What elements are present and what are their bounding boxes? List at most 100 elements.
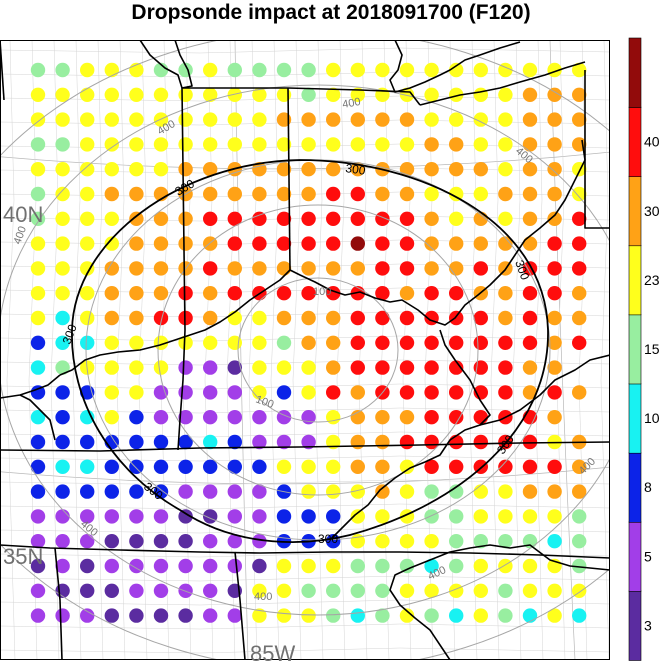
impact-dot — [129, 360, 144, 375]
impact-dot — [276, 360, 292, 375]
impact-dot — [30, 509, 46, 524]
impact-dot — [153, 385, 169, 400]
impact-dot — [30, 286, 46, 301]
impact-dot — [547, 484, 562, 499]
impact-dot — [572, 335, 587, 350]
impact-dot — [153, 211, 169, 226]
impact-dot — [227, 236, 242, 251]
impact-dot — [252, 137, 267, 152]
impact-dot — [178, 236, 193, 251]
impact-dot — [55, 62, 70, 78]
impact-dot — [80, 534, 95, 549]
impact-dot — [424, 162, 439, 177]
impact-dot — [375, 286, 390, 301]
impact-dot — [227, 137, 242, 152]
impact-dot — [80, 186, 95, 202]
impact-dot — [326, 87, 341, 103]
impact-dot — [30, 186, 46, 202]
impact-dot — [350, 87, 365, 103]
impact-dot — [498, 162, 513, 177]
impact-dot — [104, 608, 120, 623]
contour-label-400-top: 400 — [341, 96, 361, 111]
impact-dot — [203, 261, 218, 276]
impact-dot — [104, 261, 120, 276]
impact-dot — [399, 434, 415, 450]
impact-dot — [227, 286, 242, 301]
impact-dot — [153, 310, 169, 326]
impact-dot — [227, 112, 242, 127]
impact-dot — [203, 211, 218, 226]
colorbar-swatch — [628, 175, 642, 247]
county-line — [0, 431, 610, 438]
impact-dot — [203, 583, 218, 598]
impact-dot — [399, 261, 415, 276]
impact-dot — [522, 87, 538, 103]
impact-dot — [473, 509, 488, 524]
impact-dot — [203, 112, 218, 127]
impact-dot — [104, 62, 120, 78]
impact-dot — [104, 534, 120, 549]
impact-dot — [104, 87, 120, 103]
impact-dot — [30, 211, 46, 226]
colorbar-level-label: 8 — [644, 479, 652, 495]
impact-dot — [424, 211, 439, 226]
impact-dot — [522, 62, 538, 78]
impact-dot — [55, 459, 70, 474]
impact-dot — [547, 236, 562, 251]
impact-dot — [399, 162, 415, 177]
impact-dot — [301, 583, 316, 598]
impact-dot — [80, 509, 95, 524]
impact-dot — [153, 459, 169, 474]
impact-dot — [473, 534, 488, 549]
impact-dot — [80, 286, 95, 301]
colorbar-level-label: 3 — [644, 617, 652, 633]
impact-dot — [326, 385, 341, 400]
impact-dot — [473, 87, 488, 103]
impact-dot — [30, 410, 46, 425]
impact-dot — [153, 509, 169, 524]
impact-dot — [80, 211, 95, 226]
impact-dot — [498, 608, 513, 623]
impact-dot — [203, 608, 218, 623]
impact-dot — [55, 534, 70, 549]
impact-dot — [399, 186, 415, 202]
impact-dot — [104, 509, 120, 524]
impact-dot — [203, 310, 218, 326]
impact-dot — [104, 360, 120, 375]
impact-dot — [203, 87, 218, 103]
county-line — [600, 40, 610, 660]
impact-dot — [399, 310, 415, 326]
impact-dot — [104, 335, 120, 350]
impact-dot — [326, 459, 341, 474]
impact-dot — [301, 509, 316, 524]
impact-dot — [227, 186, 242, 202]
impact-dot — [399, 112, 415, 127]
impact-dot — [80, 459, 95, 474]
impact-dot — [227, 360, 242, 375]
impact-dot — [449, 286, 464, 301]
impact-dot — [227, 558, 242, 574]
impact-dot — [276, 459, 292, 474]
impact-dot — [572, 459, 587, 474]
impact-dot — [399, 534, 415, 549]
impact-dot — [375, 186, 390, 202]
contour-label-300-bottom: 300 — [318, 532, 338, 546]
impact-dot — [276, 162, 292, 177]
impact-dot — [178, 410, 193, 425]
impact-dot — [522, 434, 538, 450]
impact-dot — [301, 558, 316, 574]
impact-dot — [80, 261, 95, 276]
impact-dot — [375, 608, 390, 623]
impact-dot — [30, 112, 46, 127]
impact-dot — [498, 534, 513, 549]
impact-dot — [547, 534, 562, 549]
impact-dot — [326, 137, 341, 152]
impact-dot — [252, 534, 267, 549]
impact-dot — [276, 211, 292, 226]
impact-dot — [301, 434, 316, 450]
impact-dot — [449, 112, 464, 127]
impact-dot — [326, 112, 341, 127]
impact-dot — [276, 261, 292, 276]
impact-dot — [449, 162, 464, 177]
impact-dot — [350, 583, 365, 598]
